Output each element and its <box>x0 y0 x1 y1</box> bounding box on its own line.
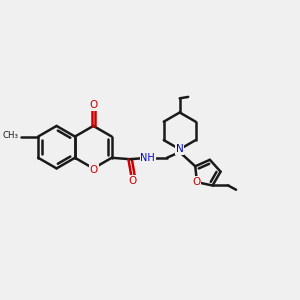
Text: NH: NH <box>140 152 155 163</box>
Text: O: O <box>90 165 98 175</box>
Text: O: O <box>129 176 137 186</box>
Text: N: N <box>176 144 184 154</box>
Text: CH₃: CH₃ <box>3 131 19 140</box>
Text: O: O <box>192 177 200 187</box>
Text: O: O <box>89 100 98 110</box>
